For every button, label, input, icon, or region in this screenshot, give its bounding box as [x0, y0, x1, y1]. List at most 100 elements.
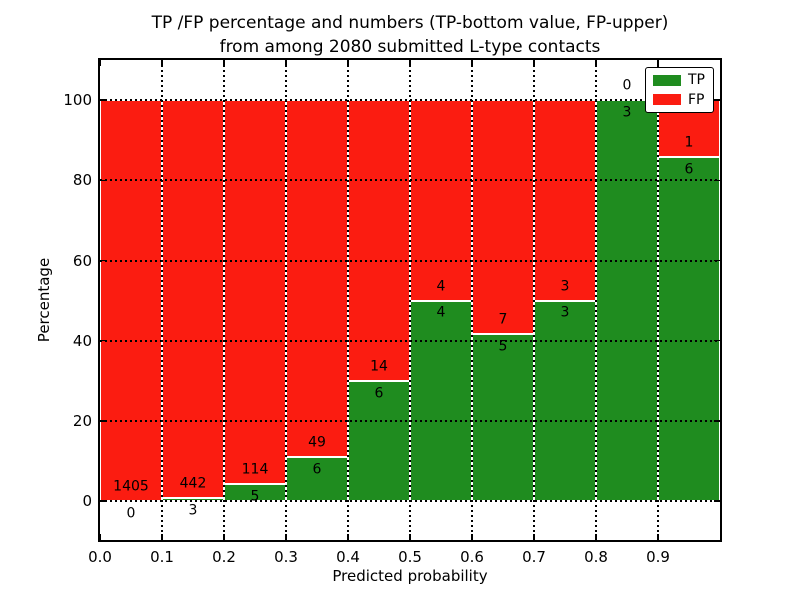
tp-bar [472, 334, 534, 502]
y-tick-label: 100 [63, 91, 92, 110]
tp-count-label: 3 [188, 502, 198, 519]
fp-count-label: 4 [436, 278, 446, 295]
tp-count-label: 0 [126, 505, 136, 522]
tp-bar [410, 300, 472, 502]
fp-count-label: 14 [370, 358, 388, 375]
y-tick-label: 20 [72, 411, 92, 430]
tp-count-label: 3 [560, 304, 570, 321]
x-tick-label: 0.4 [336, 548, 360, 566]
fp-count-label: 7 [498, 311, 508, 328]
x-tick-mark [471, 534, 473, 540]
x-tick-mark [99, 534, 101, 540]
y-tick-mark [100, 420, 106, 422]
v-gridline-0.5 [409, 60, 411, 540]
legend-entry-tp: TP [646, 73, 713, 87]
tp-bar [658, 157, 720, 502]
tp-count-label: 6 [312, 461, 322, 478]
v-gridline-0.4 [347, 60, 349, 540]
x-tick-mark [161, 534, 163, 540]
fp-count-label: 49 [308, 434, 326, 451]
y-tick-mark-right [714, 339, 720, 342]
x-tick-mark-top [471, 60, 473, 66]
y-tick-mark-right [714, 420, 720, 422]
fp-count-label: 114 [241, 461, 269, 478]
fp-count-label: 0 [622, 77, 632, 94]
y-tick-label: 80 [72, 171, 92, 190]
legend-entry-fp: FP [646, 93, 713, 107]
v-gridline-0.6 [471, 60, 473, 540]
x-tick-label: 0.3 [274, 548, 298, 566]
x-tick-mark-top [657, 60, 659, 66]
v-gridline-0.7 [533, 60, 535, 540]
fp-bar [224, 100, 286, 485]
chart-title: TP /FP percentage and numbers (TP-bottom… [100, 11, 720, 59]
chart-title-line2: from among 2080 submitted L-type contact… [219, 37, 601, 58]
x-tick-mark-top [347, 60, 349, 66]
fp-count-label: 442 [179, 475, 207, 492]
x-tick-mark-top [223, 60, 225, 66]
tp-count-label: 5 [498, 338, 508, 355]
x-tick-mark-top [161, 60, 163, 66]
v-gridline-0.2 [223, 60, 225, 540]
fp-count-label: 1 [684, 134, 694, 151]
fp-legend-swatch [653, 94, 681, 106]
x-tick-label: 0.1 [150, 548, 174, 566]
v-gridline-0.3 [285, 60, 287, 540]
y-axis-label: Percentage [35, 257, 53, 343]
y-tick-mark-right [714, 99, 720, 101]
fp-bar [410, 100, 472, 301]
y-tick-mark [100, 179, 106, 182]
fp-count-label: 3 [560, 278, 570, 295]
tp-legend-swatch [653, 74, 681, 86]
fp-legend-label: FP [688, 91, 705, 108]
tp-count-label: 3 [622, 104, 632, 121]
x-tick-mark [657, 534, 659, 540]
x-tick-mark [285, 534, 287, 540]
x-tick-label: 0.9 [646, 548, 670, 566]
v-gridline-0.8 [595, 60, 597, 540]
fp-bar [472, 100, 534, 334]
y-tick-mark-right [714, 500, 720, 502]
x-tick-mark-top [99, 60, 101, 66]
x-tick-label: 0.8 [584, 548, 608, 566]
x-tick-mark-top [409, 60, 411, 66]
x-tick-label: 0.0 [88, 548, 112, 566]
x-tick-mark [533, 534, 535, 540]
x-tick-label: 0.2 [212, 548, 236, 566]
fp-bar [534, 100, 596, 301]
y-tick-mark-right [714, 179, 720, 182]
x-tick-mark [409, 534, 411, 540]
x-axis-label: Predicted probability [332, 567, 488, 585]
x-tick-label: 0.5 [398, 548, 422, 566]
tp-legend-label: TP [688, 72, 705, 89]
y-tick-label: 60 [72, 251, 92, 270]
y-tick-mark [100, 339, 106, 342]
x-tick-label: 0.6 [460, 548, 484, 566]
y-tick-mark [100, 500, 106, 502]
tp-count-label: 6 [684, 161, 694, 178]
tp-count-label: 4 [436, 304, 446, 321]
fp-bar [162, 100, 224, 499]
v-gridline-0.9 [657, 60, 659, 540]
x-tick-mark [223, 534, 225, 540]
y-tick-label: 0 [82, 492, 92, 511]
x-tick-label: 0.7 [522, 548, 546, 566]
tp-bar [596, 100, 658, 502]
fp-bar [348, 100, 410, 381]
fp-bar [286, 100, 348, 458]
fp-count-label: 1405 [113, 478, 149, 495]
legend: TP FP [645, 67, 714, 113]
y-tick-label: 40 [72, 331, 92, 350]
fp-bar [100, 100, 162, 502]
tp-count-label: 6 [374, 385, 384, 402]
x-tick-mark [347, 534, 349, 540]
tp-bar [286, 457, 348, 502]
x-tick-mark-top [533, 60, 535, 66]
tp-bar [534, 300, 596, 502]
v-gridline-0.1 [161, 60, 163, 540]
x-tick-mark-top [285, 60, 287, 66]
x-tick-mark-top [595, 60, 597, 66]
x-tick-mark [595, 534, 597, 540]
y-tick-mark [100, 99, 106, 101]
